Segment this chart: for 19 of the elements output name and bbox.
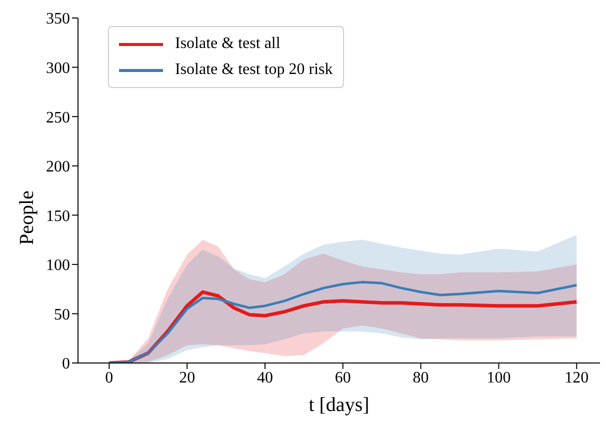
x-axis-title: t [days] bbox=[308, 394, 370, 416]
y-axis-title: People bbox=[16, 190, 38, 245]
x-tick-label: 60 bbox=[334, 369, 351, 386]
x-tick-label: 20 bbox=[179, 369, 196, 386]
x-tick-label: 80 bbox=[412, 369, 429, 386]
y-tick-label: 150 bbox=[46, 208, 70, 225]
legend-label: Isolate & test all bbox=[175, 34, 280, 54]
x-tick-label: 40 bbox=[256, 369, 273, 386]
legend-label: Isolate & test top 20 risk bbox=[175, 60, 333, 80]
x-tick-label: 0 bbox=[105, 369, 114, 386]
y-tick-label: 350 bbox=[46, 10, 70, 28]
y-tick-label: 100 bbox=[46, 257, 70, 274]
x-tick-label: 100 bbox=[486, 369, 511, 386]
y-tick-label: 250 bbox=[46, 109, 70, 126]
x-tick-label: 120 bbox=[564, 369, 589, 386]
y-tick-label: 200 bbox=[46, 158, 70, 176]
y-tick-label: 300 bbox=[46, 60, 70, 77]
y-tick-label: 50 bbox=[54, 306, 70, 324]
y-tick-label: 0 bbox=[62, 356, 70, 373]
